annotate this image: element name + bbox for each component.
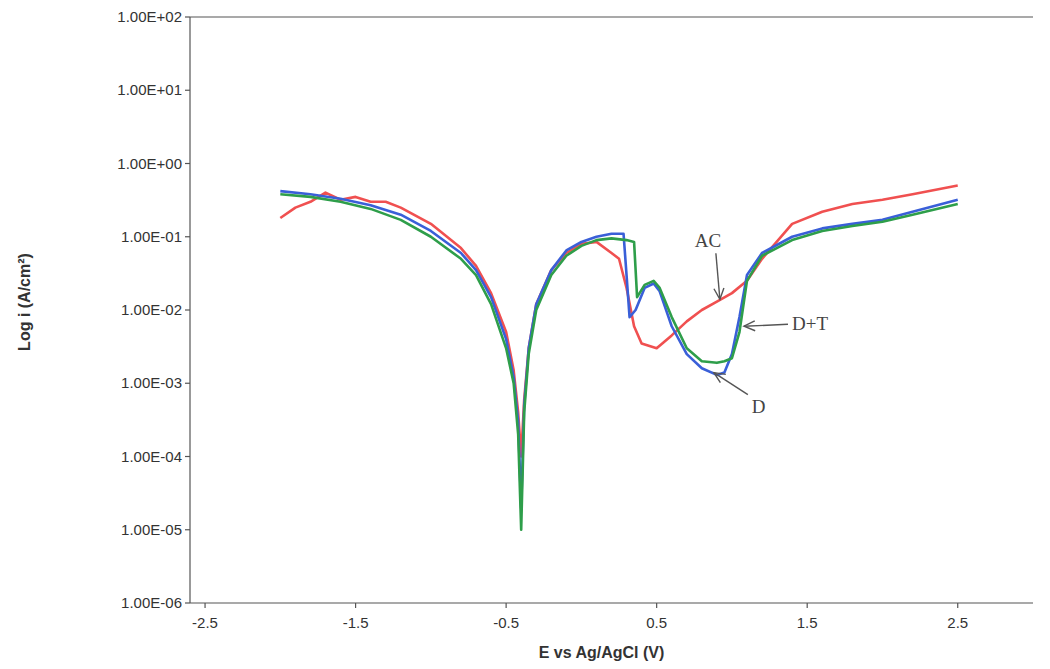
y-tick-label: 1.00E-02 (121, 301, 182, 318)
y-tick (185, 236, 190, 237)
y-tick (185, 602, 190, 603)
annotation-arrow (744, 324, 788, 326)
plot-area (280, 186, 957, 530)
y-tick (185, 456, 190, 457)
y-tick-label: 1.00E+00 (117, 155, 182, 172)
y-tick (185, 309, 190, 310)
x-axis-title: E vs Ag/AgCl (V) (539, 644, 665, 661)
y-tick (185, 16, 190, 17)
y-tick-label: 1.00E-05 (121, 521, 182, 538)
x-tick-label: -2.5 (192, 614, 218, 631)
x-tick (656, 603, 657, 608)
annotation-label: AC (695, 230, 721, 251)
x-tick (355, 603, 356, 608)
x-tick-label: 1.5 (797, 614, 818, 631)
plot-frame-top (190, 16, 1033, 17)
annotation-label: D+T (792, 313, 828, 334)
x-tick (204, 603, 205, 608)
annotation-label: D (752, 396, 766, 417)
annotation-arrow (714, 373, 748, 395)
x-tick (957, 603, 958, 608)
y-tick (185, 529, 190, 530)
x-tick-label: -1.5 (343, 614, 369, 631)
annotation-arrow (716, 253, 720, 299)
y-tick-label: 1.00E+01 (117, 81, 182, 98)
y-tick (185, 90, 190, 91)
series-line (280, 194, 957, 529)
y-tick (185, 163, 190, 164)
x-tick-label: 0.5 (646, 614, 667, 631)
y-tick-label: 1.00E-03 (121, 374, 182, 391)
y-tick-label: 1.00E-01 (121, 228, 182, 245)
x-tick (807, 603, 808, 608)
x-tick-label: -0.5 (493, 614, 519, 631)
y-axis-title: Log i (A/cm²) (16, 253, 33, 351)
x-tick (506, 603, 507, 608)
y-tick-label: 1.00E+02 (117, 8, 182, 25)
y-tick-label: 1.00E-06 (121, 594, 182, 611)
y-tick-label: 1.00E-04 (121, 448, 182, 465)
x-tick-label: 2.5 (947, 614, 968, 631)
y-tick (185, 383, 190, 384)
x-axis (190, 602, 1033, 603)
chart: 1.00E+02 1.00E+01 1.00E+00 1.00E-01 1.00E-02… (0, 0, 1050, 669)
